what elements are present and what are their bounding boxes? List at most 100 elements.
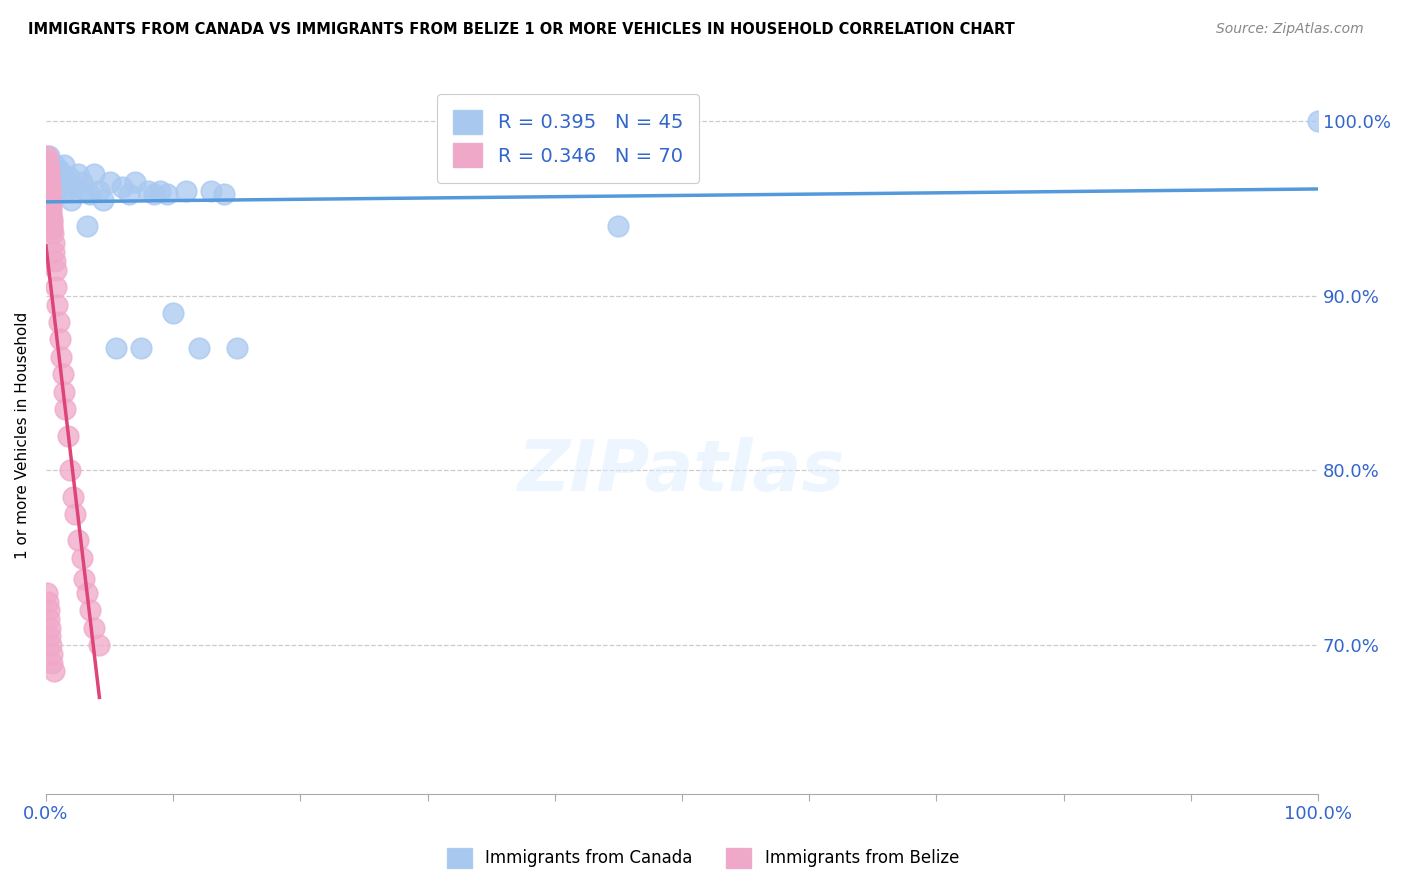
Point xyxy=(37,594,59,608)
Point xyxy=(104,341,127,355)
Point xyxy=(42,665,65,679)
Point xyxy=(51,167,73,181)
Point xyxy=(53,402,76,417)
Point xyxy=(51,368,73,382)
Point xyxy=(73,572,96,586)
Point xyxy=(38,180,60,194)
Point xyxy=(52,158,75,172)
Point xyxy=(200,184,222,198)
Point xyxy=(131,341,153,355)
Point xyxy=(35,158,58,172)
Point xyxy=(53,175,76,189)
Point xyxy=(38,175,60,189)
Point xyxy=(39,187,62,202)
Point xyxy=(49,333,72,347)
Point xyxy=(52,384,75,399)
Point xyxy=(38,180,60,194)
Point xyxy=(37,167,59,181)
Point xyxy=(98,175,121,189)
Point xyxy=(607,219,630,233)
Point xyxy=(39,198,62,212)
Point xyxy=(39,194,62,209)
Point xyxy=(41,656,63,670)
Point xyxy=(38,163,60,178)
Point xyxy=(39,205,62,219)
Point xyxy=(91,193,114,207)
Point xyxy=(44,158,66,172)
Point xyxy=(49,175,72,189)
Point xyxy=(39,638,62,652)
Point xyxy=(38,184,60,198)
Point xyxy=(83,621,105,635)
Point xyxy=(37,173,59,187)
Point xyxy=(48,163,70,178)
Point xyxy=(42,236,65,251)
Legend: R = 0.395   N = 45, R = 0.346   N = 70: R = 0.395 N = 45, R = 0.346 N = 70 xyxy=(437,95,699,183)
Point xyxy=(46,184,69,198)
Point xyxy=(37,160,59,174)
Point xyxy=(58,169,80,184)
Point xyxy=(37,158,59,172)
Point xyxy=(174,184,197,198)
Point xyxy=(41,175,63,189)
Point xyxy=(51,350,73,364)
Text: IMMIGRANTS FROM CANADA VS IMMIGRANTS FROM BELIZE 1 OR MORE VEHICLES IN HOUSEHOLD: IMMIGRANTS FROM CANADA VS IMMIGRANTS FRO… xyxy=(28,22,1015,37)
Point xyxy=(41,222,63,236)
Point xyxy=(59,463,82,477)
Point xyxy=(79,187,101,202)
Point xyxy=(89,184,111,198)
Point xyxy=(39,169,62,184)
Point xyxy=(225,341,247,355)
Point xyxy=(35,149,58,163)
Point xyxy=(41,647,63,661)
Point xyxy=(38,603,60,617)
Point xyxy=(63,180,86,194)
Legend: Immigrants from Canada, Immigrants from Belize: Immigrants from Canada, Immigrants from … xyxy=(440,841,966,875)
Point xyxy=(83,167,105,181)
Point xyxy=(42,167,65,181)
Point xyxy=(38,149,60,163)
Point xyxy=(73,184,96,198)
Point xyxy=(39,630,62,644)
Point xyxy=(162,306,184,320)
Point xyxy=(37,169,59,184)
Point xyxy=(37,177,59,191)
Point xyxy=(65,507,87,521)
Point xyxy=(39,202,62,216)
Point xyxy=(212,187,235,202)
Point xyxy=(37,158,59,172)
Point xyxy=(89,638,111,652)
Point xyxy=(38,177,60,191)
Point xyxy=(156,187,179,202)
Point xyxy=(46,297,69,311)
Point xyxy=(48,315,70,329)
Point xyxy=(118,187,141,202)
Point xyxy=(70,175,93,189)
Text: Source: ZipAtlas.com: Source: ZipAtlas.com xyxy=(1216,22,1364,37)
Point xyxy=(44,253,66,268)
Point xyxy=(44,262,66,277)
Point xyxy=(38,169,60,184)
Point xyxy=(38,621,60,635)
Point xyxy=(38,184,60,198)
Point xyxy=(70,550,93,565)
Point xyxy=(51,169,73,184)
Point xyxy=(79,603,101,617)
Point xyxy=(56,428,79,442)
Point xyxy=(39,209,62,223)
Point xyxy=(38,612,60,626)
Text: ZIPatlas: ZIPatlas xyxy=(519,437,846,506)
Point xyxy=(35,153,58,167)
Point xyxy=(76,586,98,600)
Point xyxy=(187,341,209,355)
Point xyxy=(45,169,67,184)
Point xyxy=(37,167,59,181)
Point xyxy=(37,586,59,600)
Point xyxy=(111,180,134,194)
Point xyxy=(38,184,60,198)
Point xyxy=(37,156,59,170)
Point xyxy=(66,533,89,548)
Point xyxy=(37,163,59,178)
Point xyxy=(38,187,60,202)
Point xyxy=(44,245,66,260)
